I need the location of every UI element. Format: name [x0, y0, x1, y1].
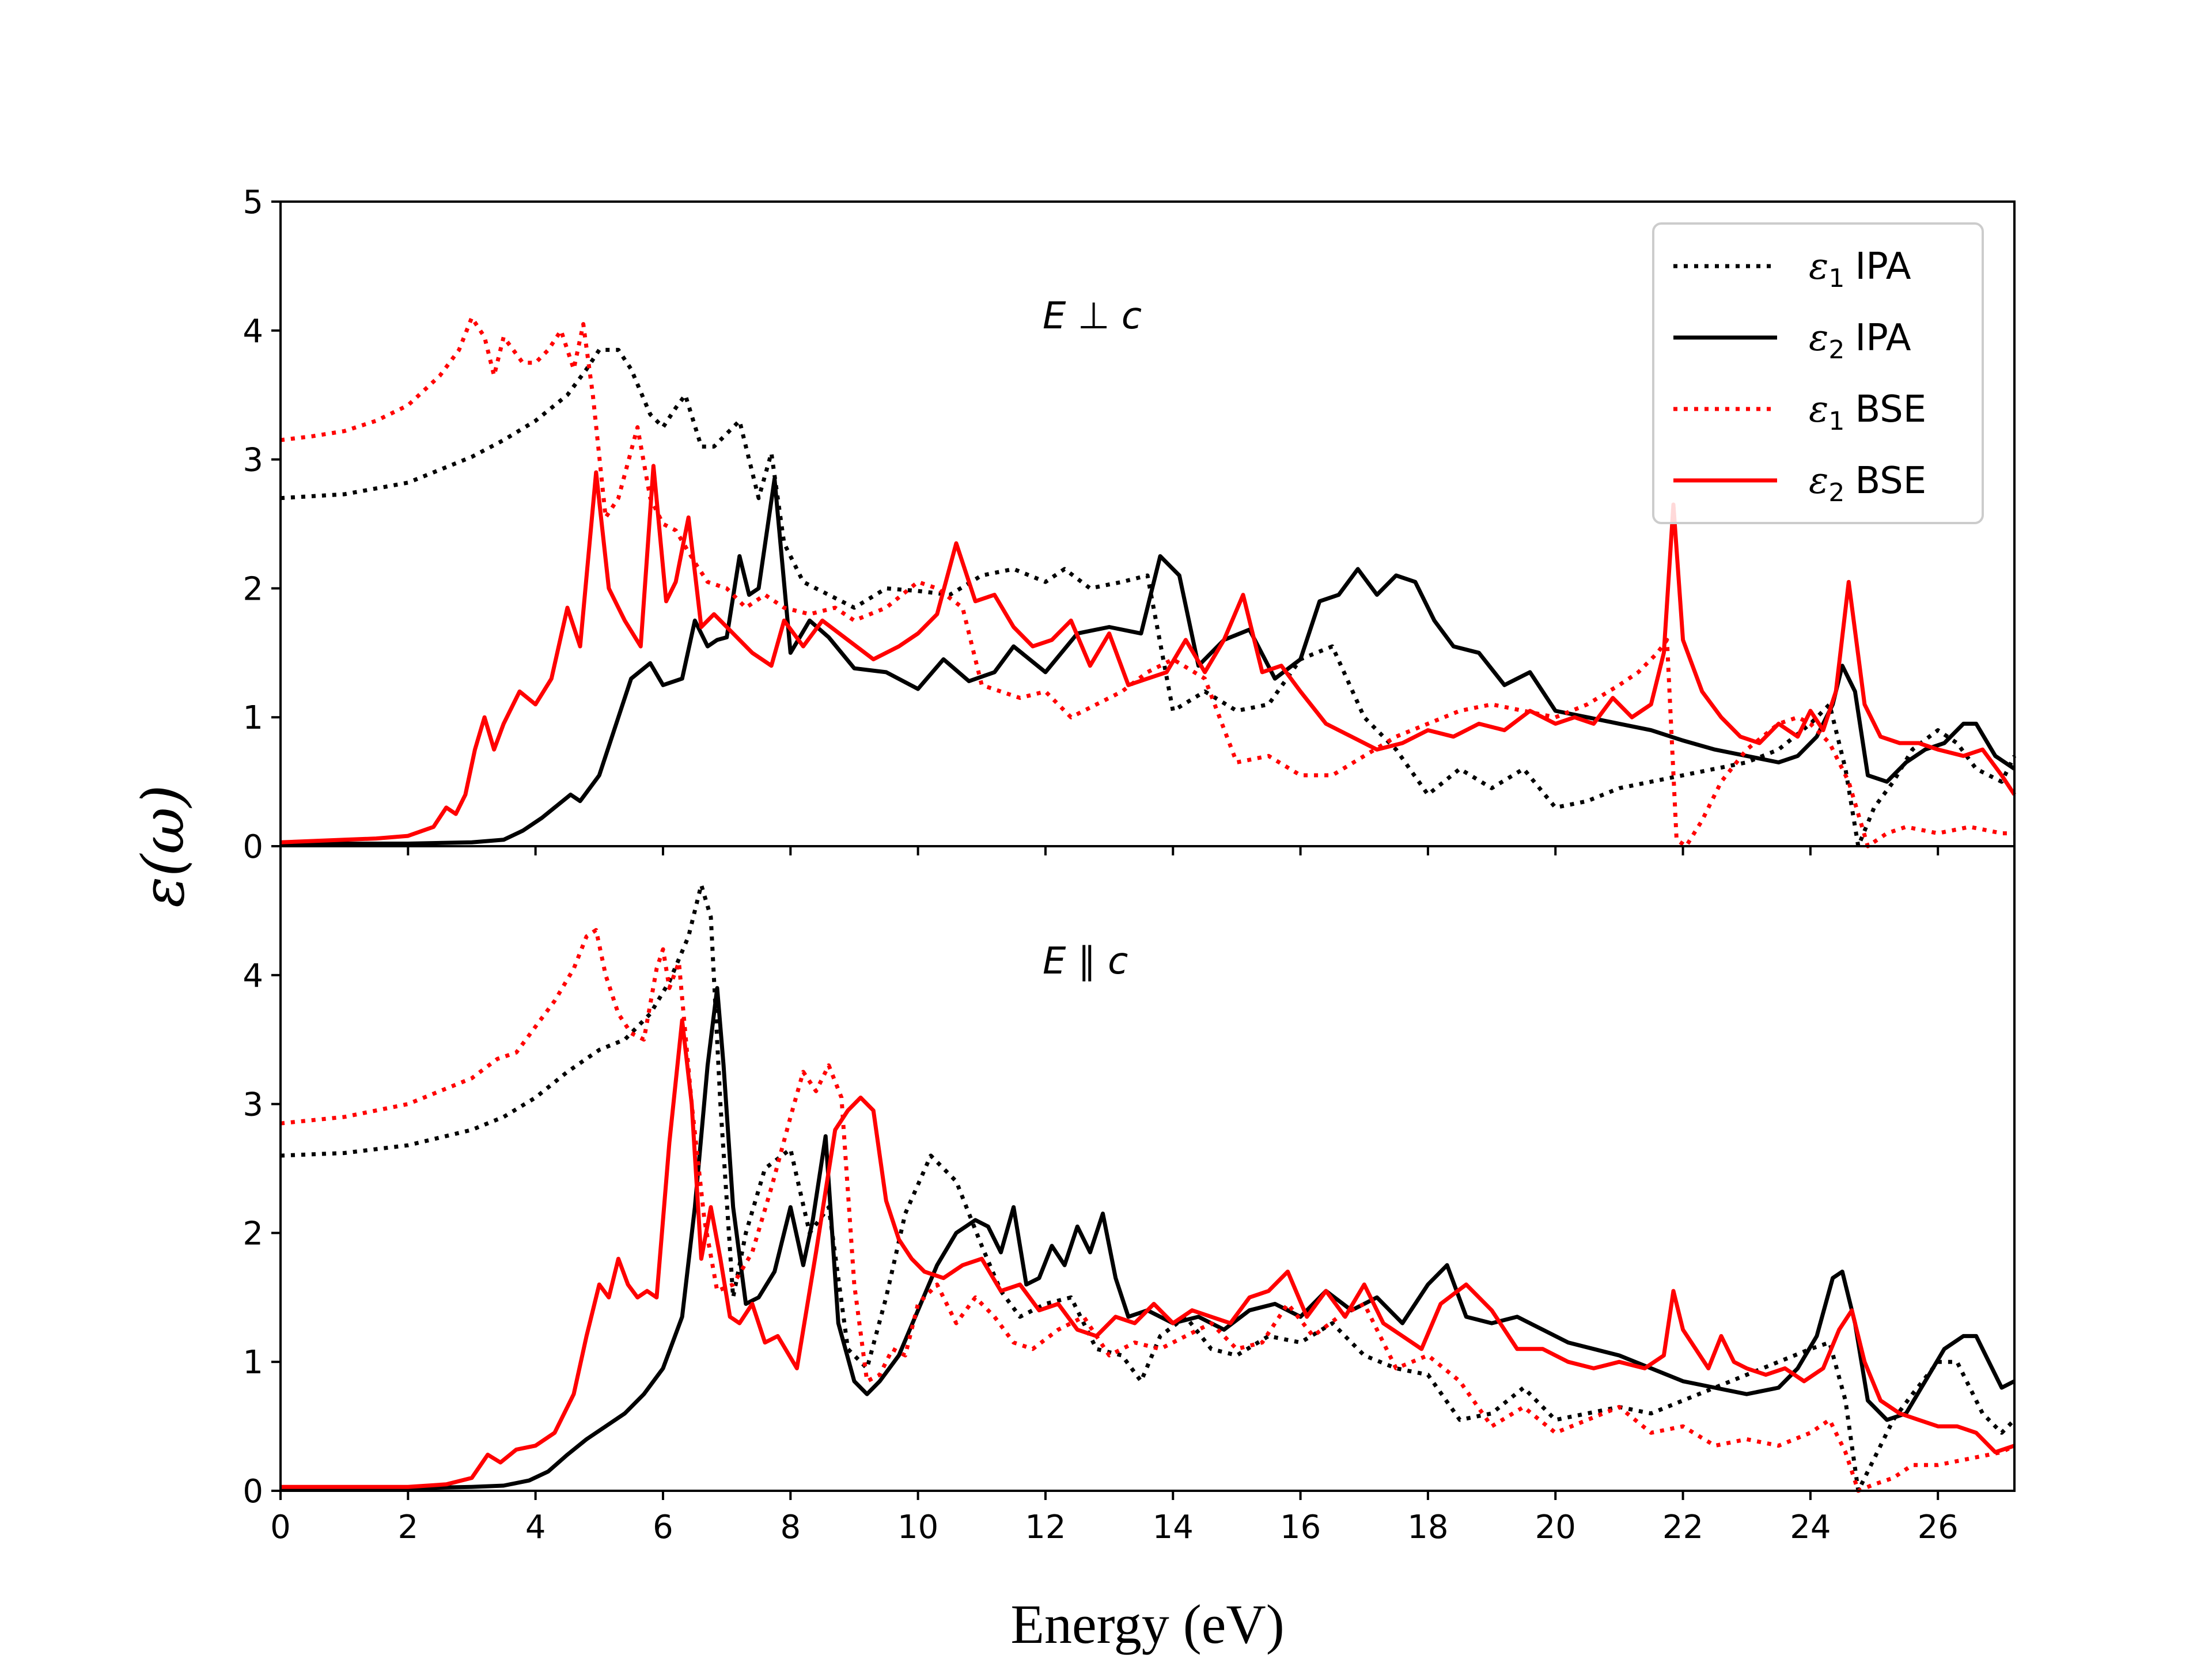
x-tick-label: 10	[897, 1509, 938, 1546]
top-series-eps2-IPA	[281, 476, 2016, 846]
legend-box	[1652, 222, 1984, 524]
y-tick-label: 2	[243, 570, 263, 608]
top-series-eps1-IPA	[280, 347, 2017, 849]
y-axis-label: ε(ω)	[130, 785, 197, 907]
y-tick-label: 2	[243, 1215, 263, 1252]
x-tick-label: 14	[1153, 1509, 1194, 1546]
x-tick-label: 26	[1918, 1509, 1959, 1546]
legend-subscript: 1	[1828, 264, 1844, 293]
bottom-series-eps1-BSE	[280, 928, 2016, 1493]
legend-text: BSE	[1855, 460, 1926, 502]
y-tick-label: 1	[243, 1344, 263, 1381]
top-series-eps2-BSE	[280, 464, 2016, 844]
legend-label-2: ε1 BSE	[1809, 388, 1926, 436]
x-tick-label: 16	[1280, 1509, 1321, 1546]
x-tick-label: 6	[653, 1509, 673, 1546]
y-tick-label: 3	[243, 1086, 263, 1124]
legend-symbol: ε	[1809, 317, 1828, 359]
x-tick-label: 0	[270, 1509, 291, 1546]
legend-text: IPA	[1855, 245, 1911, 288]
legend-label-0: ε1 IPA	[1809, 245, 1911, 293]
x-tick-label: 12	[1025, 1509, 1066, 1546]
y-tick-label: 1	[243, 699, 263, 737]
legend-label-3: ε2 BSE	[1809, 460, 1926, 507]
x-tick-label: 22	[1662, 1509, 1703, 1546]
y-tick-label: 5	[243, 184, 263, 221]
y-tick-label: 4	[243, 313, 263, 350]
legend-subscript: 1	[1828, 407, 1844, 436]
legend-symbol: ε	[1809, 460, 1828, 502]
bottom-series-eps1-IPA	[280, 882, 2016, 1493]
legend-subscript: 2	[1828, 478, 1844, 507]
legend-subscript: 2	[1828, 335, 1844, 365]
x-tick-label: 4	[525, 1509, 546, 1546]
x-axis: 0 2 4 6 8 10 12 14 16 18 20 22 24 26	[270, 846, 1959, 1546]
x-tick-label: 20	[1535, 1509, 1576, 1546]
top-panel-y-axis: 0 1 2 3 4 5	[243, 184, 281, 866]
bottom-panel-label: E ∥ c	[1043, 940, 1128, 983]
bottom-panel-y-axis: 0 1 2 3 4	[243, 957, 281, 1510]
legend-symbol: ε	[1809, 245, 1828, 288]
top-series-eps1-BSE	[280, 315, 2014, 849]
y-tick-label: 0	[243, 1473, 263, 1510]
y-tick-label: 0	[243, 828, 263, 866]
y-tick-label: 4	[243, 957, 263, 995]
bottom-panel-frame	[279, 845, 2016, 1492]
bottom-series-eps2-IPA	[281, 986, 2016, 1490]
bottom-panel-series	[280, 882, 2016, 1493]
legend-text: IPA	[1855, 317, 1911, 359]
x-tick-label: 24	[1790, 1509, 1831, 1546]
top-panel-series	[280, 315, 2017, 849]
top-panel-label: E ⊥ c	[1043, 295, 1142, 338]
x-axis-label: Energy (eV)	[1010, 1593, 1284, 1655]
x-tick-label: 2	[398, 1509, 419, 1546]
legend-symbol: ε	[1809, 388, 1828, 431]
x-tick-label: 18	[1407, 1509, 1448, 1546]
x-tick-label: 8	[780, 1509, 801, 1546]
legend-text: BSE	[1855, 388, 1926, 431]
legend-label-1: ε2 IPA	[1809, 317, 1911, 365]
bottom-series-eps2-BSE	[281, 1018, 2016, 1489]
y-tick-label: 3	[243, 442, 263, 479]
